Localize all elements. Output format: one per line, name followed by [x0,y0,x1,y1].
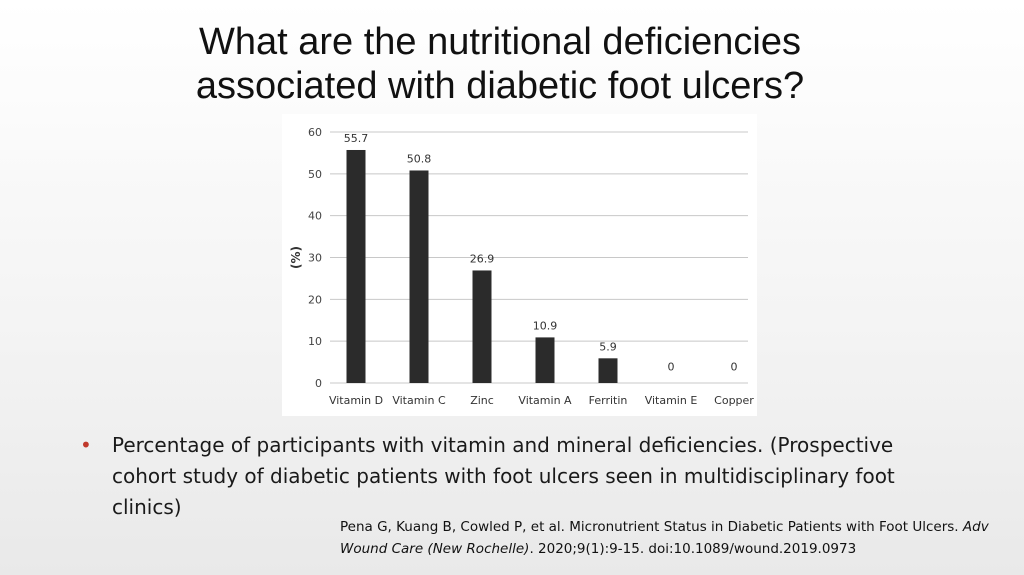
slide-title-line1: What are the nutritional deficiencies [199,21,801,63]
x-tick-label: Copper [714,394,754,407]
x-tick-label: Vitamin E [645,394,698,407]
citation-main: Pena G, Kuang B, Cowled P, et al. Micron… [340,519,959,535]
y-axis-label: (%) [289,246,303,269]
chart-svg: 0 10 20 30 40 50 60 (%) 55.7 Vitamin D 50.8 Vitamin… [289,126,754,407]
data-label: 0 [731,360,738,373]
bullet-text: Percentage of participants with vitamin … [112,433,895,519]
data-label: 5.9 [599,340,617,353]
slide-title-line2: associated with diabetic foot ulcers? [195,65,805,107]
x-tick-label: Vitamin A [518,394,572,407]
data-label: 50.8 [407,152,432,165]
data-label: 10.9 [533,319,558,332]
bullet-dot-icon: • [80,433,92,457]
citation: Pena G, Kuang B, Cowled P, et al. Micron… [340,516,1010,560]
citation-journal: Adv Wound Care (New Rochelle) [340,519,989,557]
y-tick-label: 60 [308,126,322,139]
data-label: 0 [668,360,675,373]
x-tick-label: Vitamin D [329,394,383,407]
data-label: 26.9 [470,252,495,265]
slide-title: What are the nutritional deficiencies as… [120,20,880,108]
bar [598,358,618,383]
bar [472,270,492,383]
bar-chart: 0 10 20 30 40 50 60 (%) 55.7 Vitamin D 50.8 Vitamin… [282,114,757,416]
data-label: 55.7 [344,132,369,145]
bar [409,170,429,383]
bar [535,337,555,383]
y-tick-label: 50 [308,168,322,181]
citation-rest: . 2020;9(1):9-15. doi:10.1089/wound.2019… [529,541,857,557]
y-tick-label: 0 [315,377,322,390]
y-tick-label: 20 [308,293,322,306]
y-tick-label: 40 [308,210,322,223]
x-tick-label: Vitamin C [392,394,446,407]
y-tick-label: 30 [308,252,322,265]
bar [346,149,366,383]
x-tick-label: Zinc [470,394,494,407]
y-tick-label: 10 [308,335,322,348]
x-tick-label: Ferritin [589,394,628,407]
